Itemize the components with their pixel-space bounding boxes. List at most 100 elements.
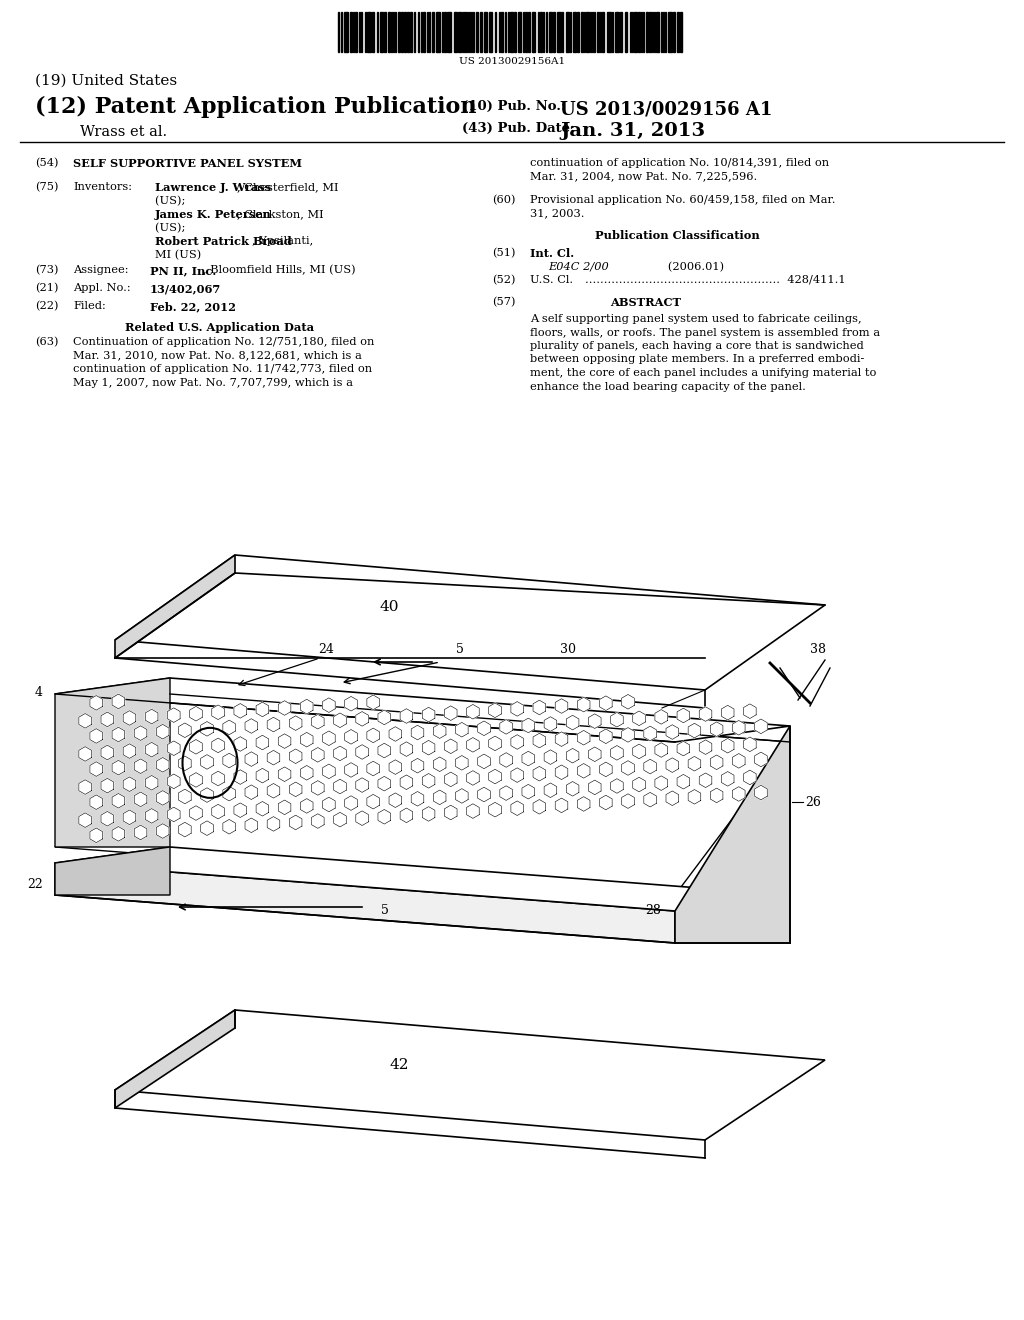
Polygon shape [345, 730, 357, 744]
Polygon shape [233, 803, 247, 817]
Text: 13/402,067: 13/402,067 [150, 282, 221, 294]
Polygon shape [755, 752, 767, 767]
Text: , Chesterfield, MI: , Chesterfield, MI [238, 182, 339, 191]
Polygon shape [433, 756, 446, 771]
Text: Related U.S. Application Data: Related U.S. Application Data [125, 322, 314, 333]
Polygon shape [245, 818, 258, 833]
Bar [668, 12, 672, 51]
Bar [510, 12, 513, 51]
Text: ment, the core of each panel includes a unifying material to: ment, the core of each panel includes a … [530, 368, 877, 378]
Text: Publication Classification: Publication Classification [595, 230, 760, 242]
Polygon shape [90, 729, 102, 743]
Polygon shape [433, 791, 446, 805]
Polygon shape [633, 777, 645, 792]
Polygon shape [256, 735, 268, 750]
Text: (10) Pub. No.:: (10) Pub. No.: [462, 100, 566, 114]
Text: ABSTRACT: ABSTRACT [610, 297, 681, 308]
Polygon shape [145, 709, 158, 723]
Polygon shape [732, 721, 745, 735]
Polygon shape [212, 738, 224, 752]
Text: floors, walls, or roofs. The panel system is assembled from a: floors, walls, or roofs. The panel syste… [530, 327, 880, 338]
Bar [607, 12, 611, 51]
Polygon shape [721, 772, 734, 787]
Polygon shape [666, 725, 679, 739]
Polygon shape [245, 785, 258, 800]
Polygon shape [534, 734, 546, 748]
Polygon shape [688, 789, 700, 804]
Bar [436, 12, 440, 51]
Polygon shape [743, 704, 756, 718]
Text: MI (US): MI (US) [155, 249, 202, 260]
Polygon shape [467, 738, 479, 752]
Polygon shape [290, 816, 302, 830]
Polygon shape [699, 774, 712, 788]
Bar [344, 12, 348, 51]
Polygon shape [101, 812, 114, 826]
Polygon shape [55, 694, 790, 895]
Polygon shape [145, 775, 158, 791]
Polygon shape [467, 771, 479, 785]
Polygon shape [488, 770, 502, 784]
Polygon shape [90, 828, 102, 842]
Polygon shape [168, 708, 180, 722]
Text: May 1, 2007, now Pat. No. 7,707,799, which is a: May 1, 2007, now Pat. No. 7,707,799, whi… [73, 378, 353, 388]
Polygon shape [422, 741, 435, 755]
Text: (43) Pub. Date:: (43) Pub. Date: [462, 121, 575, 135]
Polygon shape [101, 711, 114, 727]
Polygon shape [622, 694, 634, 709]
Text: (52): (52) [492, 275, 515, 285]
Bar [464, 12, 466, 51]
Polygon shape [389, 760, 401, 775]
Polygon shape [444, 805, 457, 820]
Bar [380, 12, 383, 51]
Polygon shape [123, 810, 136, 825]
Bar [528, 12, 530, 51]
Polygon shape [256, 702, 268, 717]
Polygon shape [115, 554, 234, 657]
Polygon shape [223, 787, 236, 801]
Polygon shape [323, 797, 335, 812]
Polygon shape [433, 723, 446, 738]
Text: (US);: (US); [155, 223, 189, 232]
Polygon shape [323, 731, 335, 746]
Polygon shape [212, 705, 224, 719]
Polygon shape [79, 714, 91, 729]
Text: Inventors:: Inventors: [73, 182, 132, 191]
Text: 40: 40 [380, 601, 399, 614]
Polygon shape [732, 754, 745, 768]
Text: , Ypsilanti,: , Ypsilanti, [252, 236, 313, 246]
Bar [673, 12, 675, 51]
Text: 24: 24 [318, 643, 334, 656]
Polygon shape [534, 767, 546, 781]
Polygon shape [55, 847, 170, 895]
Polygon shape [721, 738, 734, 752]
Polygon shape [367, 795, 380, 809]
Polygon shape [467, 705, 479, 719]
Polygon shape [511, 735, 523, 750]
Polygon shape [644, 759, 656, 774]
Polygon shape [544, 717, 557, 731]
Polygon shape [511, 801, 523, 816]
Polygon shape [610, 746, 624, 760]
Text: 5: 5 [456, 643, 464, 656]
Polygon shape [599, 762, 612, 776]
Polygon shape [311, 780, 325, 795]
Polygon shape [400, 709, 413, 723]
Polygon shape [355, 744, 369, 759]
Polygon shape [589, 747, 601, 762]
Bar [615, 12, 618, 51]
Polygon shape [566, 748, 579, 763]
Polygon shape [345, 697, 357, 711]
Polygon shape [599, 696, 612, 710]
Polygon shape [488, 803, 502, 817]
Polygon shape [115, 1010, 234, 1107]
Bar [432, 12, 434, 51]
Polygon shape [201, 722, 213, 737]
Polygon shape [544, 783, 557, 797]
Polygon shape [300, 799, 313, 813]
Polygon shape [323, 764, 335, 779]
Bar [557, 12, 561, 51]
Polygon shape [422, 708, 435, 722]
Polygon shape [511, 702, 523, 717]
Polygon shape [168, 741, 180, 755]
